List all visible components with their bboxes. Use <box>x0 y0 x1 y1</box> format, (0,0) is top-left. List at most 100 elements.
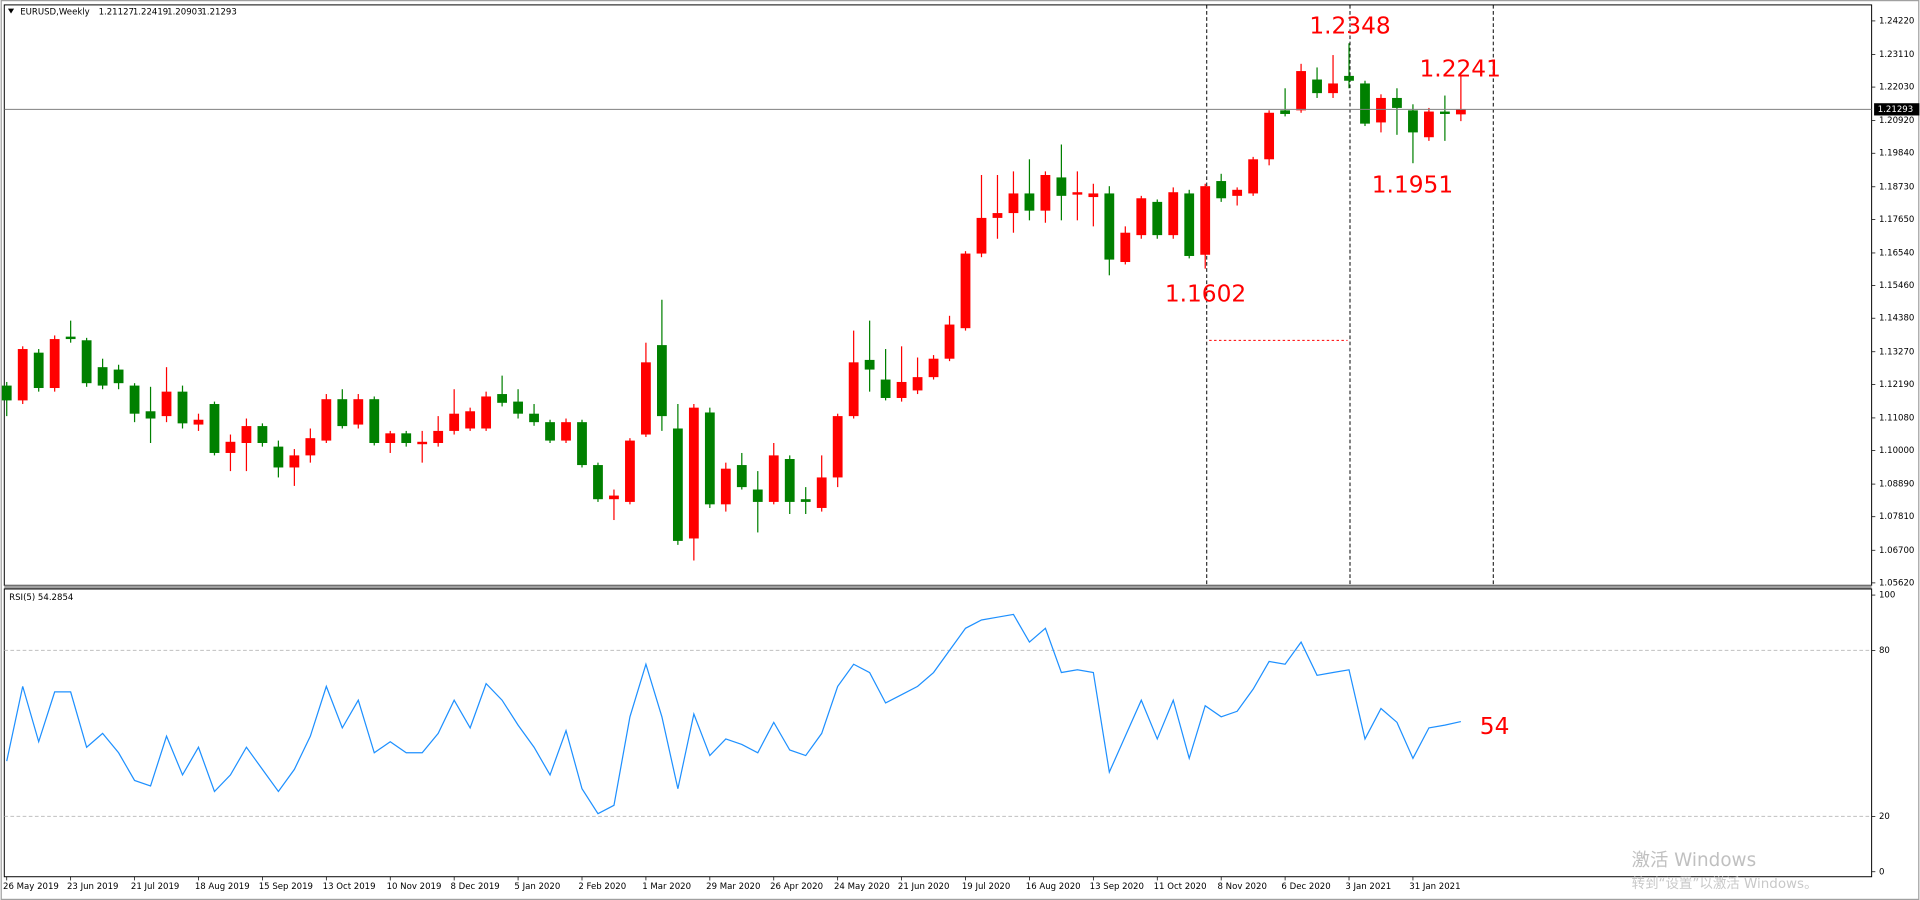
candle-body <box>1232 189 1243 196</box>
x-tick-label: 23 Jun 2019 <box>67 882 119 892</box>
y-tick-label: 1.06700 <box>1879 546 1914 556</box>
candle-body <box>529 413 539 423</box>
symbol-title: EURUSD,Weekly <box>20 8 90 18</box>
candle-body <box>816 477 827 508</box>
candle-body <box>736 465 747 488</box>
candle-body <box>848 362 859 417</box>
x-tick-label: 10 Nov 2019 <box>387 882 442 892</box>
rsi-title: RSI(5) 54.2854 <box>9 593 73 603</box>
y-tick-label: 1.18730 <box>1879 182 1914 192</box>
candle-body <box>944 324 955 359</box>
candle-body <box>1120 232 1131 263</box>
price-annotation: 1.2241 <box>1420 55 1501 82</box>
candle-body <box>1184 193 1195 256</box>
candle-body <box>832 416 843 478</box>
candle-body <box>1424 111 1434 138</box>
candle-body <box>385 433 396 443</box>
candle-body <box>1088 193 1099 198</box>
candle-body <box>193 419 204 425</box>
candle-body <box>800 499 811 502</box>
candle-body <box>1136 198 1147 236</box>
y-tick-label: 1.17650 <box>1879 215 1914 225</box>
candle-body <box>433 430 444 443</box>
candle-body <box>545 422 555 441</box>
candle-body <box>1 385 12 401</box>
price-annotation: 1.1602 <box>1165 281 1246 308</box>
x-tick-label: 26 Apr 2020 <box>770 882 823 892</box>
candle-body <box>145 411 156 419</box>
y-tick-label: 1.24220 <box>1879 16 1914 26</box>
candle-body <box>401 433 412 443</box>
candle-body <box>273 446 284 468</box>
candle-body <box>417 441 428 445</box>
x-tick-label: 13 Sep 2020 <box>1090 882 1144 892</box>
y-tick-label: 1.10000 <box>1879 446 1914 456</box>
candle-body <box>497 394 507 403</box>
watermark: 转到“设置”以激活 Windows。 <box>1632 876 1818 892</box>
rsi-annotation: 54 <box>1480 713 1510 740</box>
candle-body <box>1440 111 1450 114</box>
candle-body <box>65 336 76 340</box>
y-tick-label: 1.12190 <box>1879 380 1914 390</box>
current-price-box <box>1874 103 1920 116</box>
candle-body <box>1200 186 1211 255</box>
x-tick-label: 24 May 2020 <box>834 882 890 892</box>
candle-body <box>465 411 476 429</box>
rsi-line <box>6 613 1462 815</box>
candle-body <box>225 441 236 453</box>
candle-body <box>1248 159 1259 194</box>
candle-body <box>1312 79 1322 94</box>
candle-body <box>720 468 731 505</box>
x-tick-label: 26 May 2019 <box>3 882 59 892</box>
candle-body <box>864 359 875 370</box>
candle-body <box>177 391 188 424</box>
candle-body <box>33 352 44 389</box>
x-tick-label: 13 Oct 2019 <box>323 882 376 892</box>
candle-body <box>752 489 763 502</box>
y-tick-label: 1.13270 <box>1879 347 1914 357</box>
y-tick-label: 1.19840 <box>1879 149 1914 159</box>
x-tick-label: 2 Feb 2020 <box>578 882 626 892</box>
watermark: 激活 Windows <box>1632 850 1757 871</box>
y-tick-label: 100 <box>1879 591 1895 601</box>
panel-separator <box>4 585 1872 589</box>
candle-body <box>1152 201 1163 236</box>
candle-body <box>672 428 683 541</box>
x-tick-label: 16 Aug 2020 <box>1026 882 1081 892</box>
candle-body <box>129 385 140 414</box>
candle-body <box>1040 175 1051 211</box>
candle-body <box>481 396 492 429</box>
x-tick-label: 1 Mar 2020 <box>642 882 691 892</box>
candle-body <box>1104 193 1115 260</box>
candle-body <box>880 379 891 398</box>
candle-body <box>1056 177 1067 196</box>
candle-body <box>305 438 316 456</box>
candle-body <box>161 391 172 417</box>
candle-body <box>593 465 603 500</box>
x-tick-label: 19 Jul 2020 <box>962 882 1010 892</box>
candle-body <box>641 362 651 435</box>
x-tick-label: 8 Nov 2020 <box>1218 882 1267 892</box>
x-tick-label: 8 Dec 2019 <box>450 882 499 892</box>
y-tick-label: 1.14380 <box>1879 314 1914 324</box>
candle-body <box>321 399 332 441</box>
candle-body <box>976 217 987 254</box>
header-value: 1.21293 <box>201 8 236 18</box>
candle-body <box>1024 193 1035 211</box>
x-tick-label: 15 Sep 2019 <box>259 882 313 892</box>
header-value: 1.20903 <box>167 8 202 18</box>
candle-body <box>784 459 795 502</box>
candle-body <box>369 399 380 443</box>
y-tick-label: 1.16540 <box>1879 248 1914 258</box>
candle-body <box>625 440 635 502</box>
candle-body <box>337 399 348 427</box>
y-tick-label: 20 <box>1879 812 1890 822</box>
candle-body <box>353 399 364 425</box>
candle-body <box>609 495 619 500</box>
y-tick-label: 1.23110 <box>1879 50 1914 60</box>
candle-body <box>289 455 300 468</box>
x-tick-label: 18 Aug 2019 <box>195 882 250 892</box>
y-tick-label: 1.22030 <box>1879 83 1914 93</box>
